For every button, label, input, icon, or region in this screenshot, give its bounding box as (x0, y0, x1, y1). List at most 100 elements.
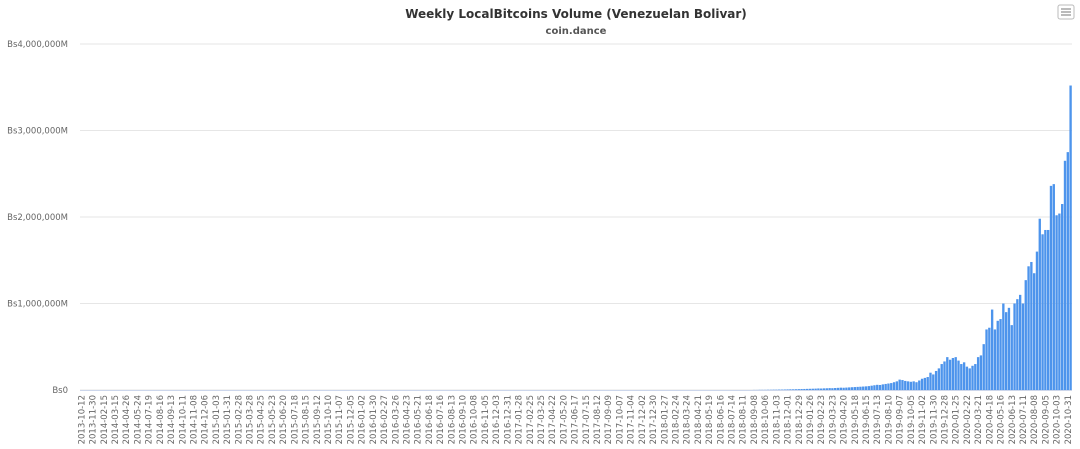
x-tick-label: 2014-11-08 (189, 395, 199, 444)
bar (1010, 325, 1013, 390)
x-tick-label: 2016-05-21 (414, 395, 424, 444)
bar (831, 388, 834, 390)
x-tick-label: 2015-02-28 (234, 395, 244, 444)
y-tick-label: Bs0 (52, 386, 68, 396)
x-tick-label: 2013-11-30 (89, 395, 99, 444)
x-tick-label: 2020-06-13 (1008, 395, 1018, 444)
bar (968, 368, 971, 390)
x-tick-label: 2017-07-15 (582, 395, 592, 444)
x-tick-label: 2018-01-27 (660, 395, 670, 444)
x-tick-label: 2016-11-05 (481, 395, 491, 444)
y-tick-label: Bs2,000,000M (7, 213, 68, 223)
bar (878, 384, 882, 390)
x-tick-label: 2015-07-18 (290, 395, 300, 444)
bar (892, 382, 896, 390)
bar (800, 389, 803, 390)
bar (811, 388, 814, 390)
x-tick-label: 2018-06-16 (716, 395, 726, 444)
x-tick-label: 2015-01-03 (212, 395, 222, 444)
x-tick-label: 2013-10-12 (77, 395, 87, 444)
bar (859, 386, 862, 390)
x-tick-label: 2016-06-18 (425, 395, 435, 444)
x-tick-label: 2014-08-16 (156, 395, 166, 444)
x-tick-label: 2020-09-05 (1041, 395, 1051, 444)
bar (822, 388, 826, 390)
bar (842, 387, 845, 390)
bar (803, 388, 806, 390)
bar (870, 385, 873, 390)
x-tick-label: 2016-12-03 (492, 395, 502, 444)
x-tick-label: 2017-11-04 (627, 395, 637, 444)
bar (789, 389, 792, 390)
x-tick-label: 2015-10-10 (324, 395, 334, 444)
x-tick-label: 2019-11-02 (918, 395, 928, 444)
bar (1047, 229, 1050, 390)
x-tick-label: 2016-04-23 (402, 395, 412, 444)
x-tick-label: 2017-12-30 (649, 395, 659, 444)
x-tick-label: 2014-03-15 (111, 395, 121, 444)
bar (1041, 234, 1044, 390)
x-tick-label: 2020-01-25 (952, 395, 962, 444)
x-tick-label: 2014-05-24 (133, 395, 143, 444)
x-tick-label: 2016-08-13 (447, 395, 457, 444)
x-tick-label: 2017-10-07 (615, 395, 625, 444)
bar (1052, 184, 1055, 390)
bar (979, 355, 983, 390)
bar (1027, 266, 1030, 390)
x-tick-label: 2015-11-07 (335, 395, 345, 444)
bar (791, 389, 795, 390)
x-tick-label: 2017-08-12 (593, 395, 603, 444)
menu-button[interactable] (1057, 4, 1075, 20)
bar (982, 344, 985, 390)
x-tick-label: 2019-08-10 (884, 395, 894, 444)
bar (1058, 213, 1061, 390)
x-tick-label: 2015-01-31 (223, 395, 233, 444)
bar (999, 319, 1002, 390)
x-tick-label: 2015-09-12 (313, 395, 323, 444)
bar (960, 364, 963, 390)
x-tick-label: 2019-10-05 (907, 395, 917, 444)
bar (1007, 307, 1011, 390)
x-tick-label: 2018-04-21 (694, 395, 704, 444)
bar (929, 372, 932, 390)
x-tick-label: 2020-07-11 (1019, 395, 1029, 444)
bar (828, 388, 831, 390)
bar (1055, 215, 1058, 390)
x-tick-label: 2017-09-09 (604, 395, 614, 444)
bar (786, 389, 789, 390)
bar (848, 387, 851, 390)
bar (864, 386, 868, 390)
bar (904, 380, 907, 390)
bar (990, 309, 994, 390)
x-tick-label: 2016-07-16 (436, 395, 446, 444)
bar (887, 383, 890, 390)
x-tick-label: 2016-10-08 (470, 395, 480, 444)
bar (915, 382, 918, 390)
bar (862, 386, 865, 390)
bar (895, 381, 899, 390)
bar (1038, 218, 1041, 390)
bar (1035, 251, 1039, 390)
bar (808, 388, 812, 390)
x-tick-label: 2019-05-18 (851, 395, 861, 444)
bar (873, 385, 876, 390)
x-tick-label: 2014-07-19 (145, 395, 155, 444)
bar (1049, 185, 1053, 390)
x-tick-label: 2020-02-22 (963, 395, 973, 444)
x-tick-label: 2015-04-25 (257, 395, 267, 444)
bar (946, 357, 949, 390)
x-tick-label: 2016-03-26 (391, 395, 401, 444)
bar (974, 364, 977, 390)
bar (988, 327, 991, 390)
bar (1030, 261, 1033, 390)
bar (909, 381, 913, 390)
bar (836, 387, 840, 390)
bar (926, 377, 929, 390)
bar (1032, 273, 1036, 390)
x-tick-label: 2018-02-24 (671, 395, 681, 444)
x-tick-label: 2020-05-16 (997, 395, 1007, 444)
x-tick-label: 2020-10-31 (1064, 395, 1074, 444)
x-tick-label: 2017-01-28 (515, 395, 525, 444)
bar (934, 370, 938, 390)
